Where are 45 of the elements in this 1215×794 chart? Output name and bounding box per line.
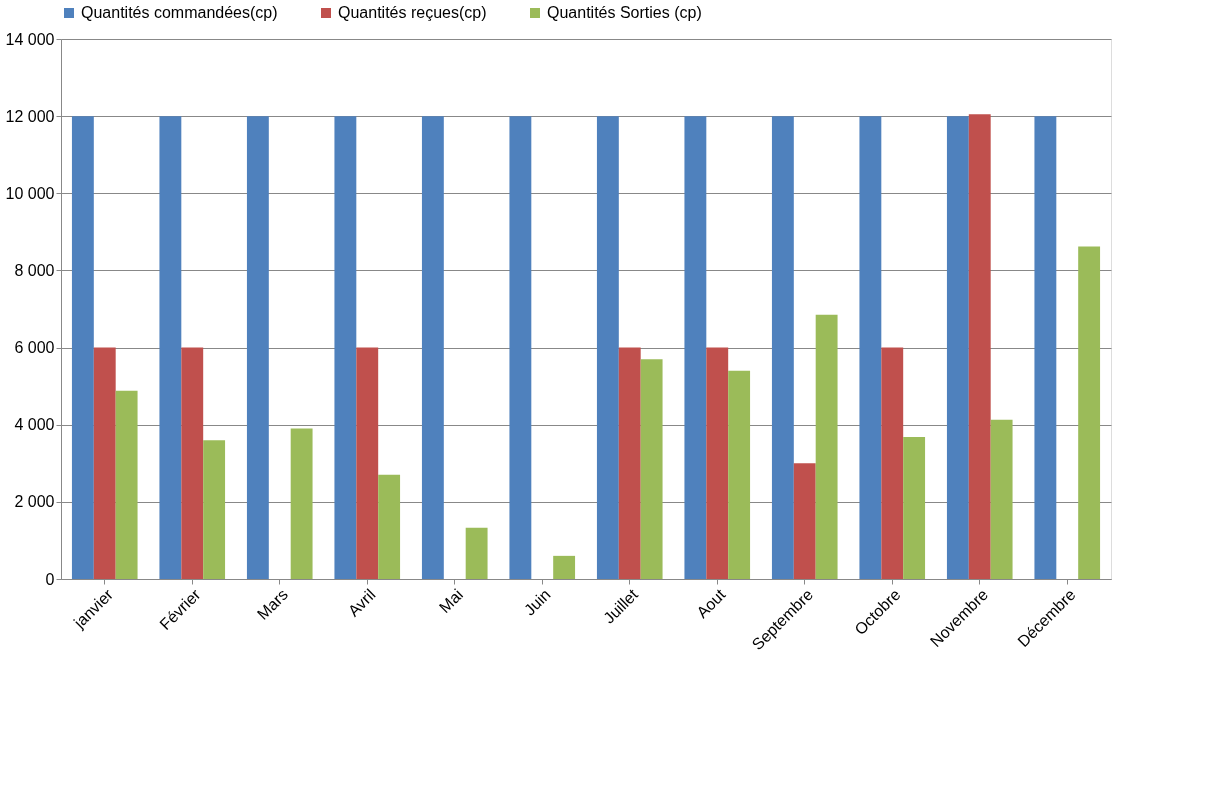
bar: [553, 555, 576, 579]
y-tick-label: 0: [45, 570, 55, 588]
x-tick-label: Juin: [520, 585, 554, 619]
bar: [378, 474, 401, 579]
bar: [1078, 246, 1101, 579]
bar: [968, 114, 991, 579]
y-tick-label: 10 000: [5, 184, 55, 202]
bar: [71, 116, 94, 579]
bar: [640, 359, 663, 579]
y-tick-label: 14 000: [5, 30, 55, 48]
bar: [903, 437, 926, 579]
bar: [356, 347, 379, 579]
bar: [684, 116, 707, 579]
y-tick-label: 2 000: [14, 493, 55, 511]
bar: [159, 116, 182, 579]
bar: [881, 347, 904, 579]
bar: [596, 116, 619, 579]
bar: [990, 419, 1013, 579]
y-tick-label: 12 000: [5, 107, 55, 125]
y-tick-label: 6 000: [14, 339, 55, 357]
bar: [334, 116, 357, 579]
bar: [465, 527, 488, 579]
legend-label: Quantités commandées(cp): [81, 4, 278, 21]
bar: [181, 347, 204, 579]
bar: [421, 116, 444, 579]
bar: [290, 428, 313, 579]
bar: [706, 347, 729, 579]
bar: [859, 116, 882, 579]
bar: [246, 116, 269, 579]
bar: [946, 116, 969, 579]
bar: [203, 440, 226, 579]
legend-label: Quantités Sorties (cp): [547, 4, 702, 21]
bar: [618, 347, 641, 579]
x-tick-label: Mai: [435, 585, 467, 617]
bar: [815, 314, 838, 579]
bar: [509, 116, 532, 579]
bar: [93, 347, 116, 579]
legend-label: Quantités reçues(cp): [338, 4, 487, 21]
y-tick-label: 8 000: [14, 261, 55, 279]
bar: [728, 370, 751, 579]
y-tick-label: 4 000: [14, 416, 55, 434]
bar: [793, 463, 816, 579]
bar: [115, 390, 138, 579]
bar: [771, 116, 794, 579]
bar: [1034, 116, 1057, 579]
